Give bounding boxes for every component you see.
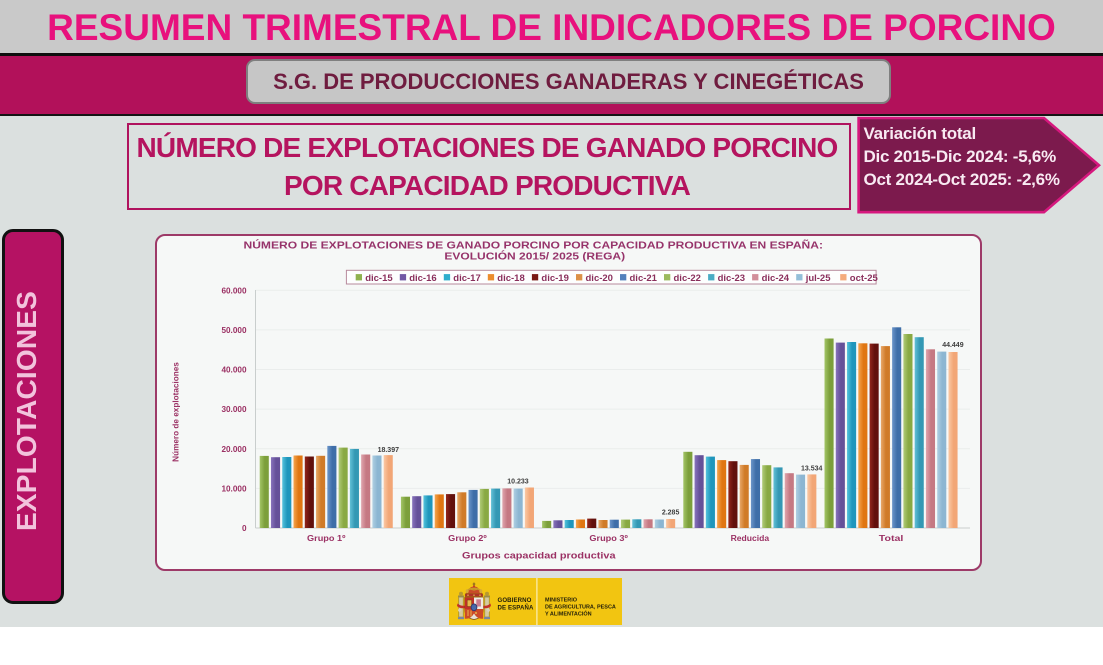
svg-text:Grupo 3º: Grupo 3º [589,533,628,543]
svg-text:10.233: 10.233 [507,479,529,486]
svg-text:EVOLUCIÓN 2015/ 2025 (REGA): EVOLUCIÓN 2015/ 2025 (REGA) [444,250,625,263]
svg-text:dic-19: dic-19 [541,273,568,284]
svg-text:Número de explotaciones: Número de explotaciones [172,362,181,462]
svg-text:dic-16: dic-16 [409,273,436,284]
svg-text:dic-23: dic-23 [718,273,745,284]
svg-text:dic-22: dic-22 [674,273,701,284]
svg-text:dic-17: dic-17 [453,273,480,284]
svg-text:dic-21: dic-21 [630,273,658,284]
svg-text:13.534: 13.534 [801,466,823,473]
svg-text:10.000: 10.000 [221,484,246,493]
svg-text:MINISTERIO: MINISTERIO [545,597,578,603]
svg-text:Grupos capacidad productiva: Grupos capacidad productiva [462,551,617,561]
svg-text:dic-18: dic-18 [497,273,524,284]
svg-text:DE AGRICULTURA, PESCA: DE AGRICULTURA, PESCA [545,605,616,611]
svg-text:50.000: 50.000 [221,326,246,335]
svg-text:jul-25: jul-25 [805,273,832,284]
svg-text:44.449: 44.449 [942,342,964,349]
svg-text:Grupo 1º: Grupo 1º [307,533,346,543]
svg-text:18.397: 18.397 [378,447,400,454]
svg-text:NÚMERO DE EXPLOTACIONES DE GAN: NÚMERO DE EXPLOTACIONES DE GANADO PORCIN… [244,239,824,252]
svg-text:dic-24: dic-24 [762,273,790,284]
svg-text:2.285: 2.285 [662,510,680,517]
svg-text:30.000: 30.000 [221,405,246,414]
svg-text:20.000: 20.000 [221,445,246,454]
svg-text:dic-15: dic-15 [365,273,393,284]
svg-text:Grupo 2º: Grupo 2º [448,533,487,543]
svg-text:DE ESPAÑA: DE ESPAÑA [498,605,535,612]
svg-text:Y ALIMENTACIÓN: Y ALIMENTACIÓN [545,610,592,618]
svg-text:60.000: 60.000 [221,286,246,295]
svg-text:0: 0 [242,524,247,533]
svg-text:40.000: 40.000 [221,366,246,375]
svg-text:Reducida: Reducida [731,533,770,543]
svg-text:Total: Total [879,533,904,543]
svg-text:oct-25: oct-25 [850,273,879,284]
svg-text:dic-20: dic-20 [586,273,613,284]
svg-text:GOBIERNO: GOBIERNO [498,597,532,604]
